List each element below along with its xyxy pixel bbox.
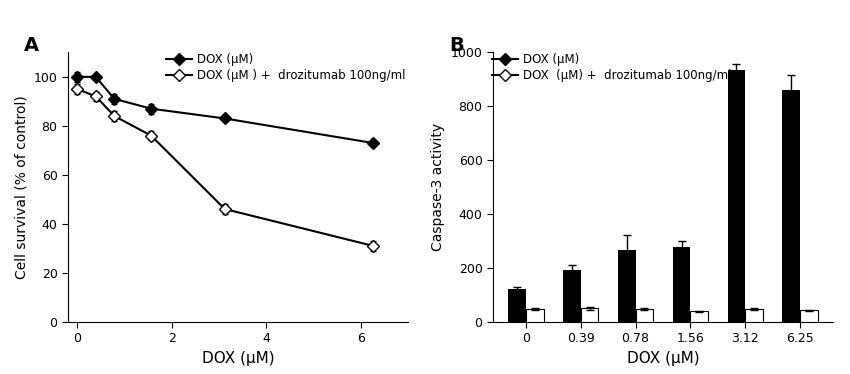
Bar [783,89,800,322]
Text: B: B [449,36,463,55]
Bar [564,270,581,322]
Bar [636,309,653,322]
Bar [581,308,598,322]
Bar [728,70,745,322]
X-axis label: DOX (μM): DOX (μM) [626,350,700,366]
Bar [526,309,543,322]
Legend: DOX (μM), DOX (μM ) +  drozitumab 100ng/ml: DOX (μM), DOX (μM ) + drozitumab 100ng/m… [167,53,405,82]
X-axis label: DOX (μM): DOX (μM) [201,350,275,366]
Y-axis label: Cell survival (% of control): Cell survival (% of control) [14,95,28,279]
Y-axis label: Caspase-3 activity: Caspase-3 activity [431,123,445,251]
Bar [745,309,762,322]
Text: A: A [24,36,39,55]
Legend: DOX (μM), DOX  (μM) +  drozitumab 100ng/ml: DOX (μM), DOX (μM) + drozitumab 100ng/ml [492,53,731,82]
Bar [800,310,818,322]
Bar [673,247,690,322]
Bar [508,289,526,322]
Bar [690,312,708,322]
Bar [618,250,636,322]
